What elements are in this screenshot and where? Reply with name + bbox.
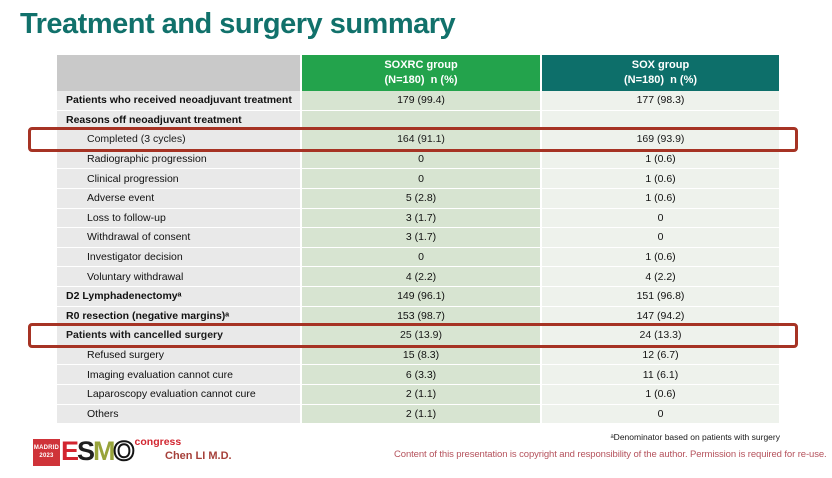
year-label: 2023 [39, 452, 54, 459]
table-row: Completed (3 cycles) 164 (91.1) 169 (93.9) [28, 127, 798, 152]
esmo-letter-e: E [61, 436, 79, 466]
author-name: Chen LI M.D. [165, 450, 232, 462]
soxrc-value: 0 [300, 247, 540, 268]
sox-value: 11 (6.1) [540, 365, 779, 385]
esmo-congress-logo: MADRID 2023 ESMO congress [33, 436, 181, 466]
soxrc-value: 6 (3.3) [300, 365, 540, 385]
row-label: Investigator decision [57, 247, 300, 268]
soxrc-value: 153 (98.7) [300, 306, 540, 327]
sox-value: 177 (98.3) [540, 91, 779, 111]
table-row: Voluntary withdrawal 4 (2.2) 4 (2.2) [57, 267, 779, 287]
row-label: Loss to follow-up [57, 208, 300, 229]
row-label: Others [57, 404, 300, 425]
copyright-notice: Content of this presentation is copyrigh… [394, 449, 827, 460]
table-row: Clinical progression 0 1 (0.6) [57, 169, 779, 189]
soxrc-value: 164 (91.1) [300, 130, 540, 150]
table-row: D2 Lymphadenectomyᵃ 149 (96.1) 151 (96.8) [57, 286, 779, 307]
row-label: Patients with cancelled surgery [57, 326, 300, 346]
soxrc-value: 3 (1.7) [300, 228, 540, 248]
sox-value: 4 (2.2) [540, 267, 779, 287]
row-label: Completed (3 cycles) [57, 130, 300, 150]
header-soxrc-group-label: SOXRC group [384, 59, 458, 72]
soxrc-value [300, 110, 540, 131]
congress-label: congress [134, 436, 182, 448]
esmo-wordmark: ESMO [61, 436, 136, 466]
table-row: Loss to follow-up 3 (1.7) 0 [57, 208, 779, 229]
soxrc-value: 0 [300, 149, 540, 170]
sox-value: 1 (0.6) [540, 384, 779, 405]
esmo-letter-o: O [113, 436, 136, 466]
table-row: Imaging evaluation cannot cure 6 (3.3) 11 … [57, 365, 779, 385]
soxrc-value: 2 (1.1) [300, 404, 540, 425]
table-body: Patients who received neoadjuvant treatm… [28, 91, 798, 425]
sox-value: 147 (94.2) [540, 306, 779, 327]
soxrc-value: 5 (2.8) [300, 188, 540, 209]
madrid-2023-badge: MADRID 2023 [33, 439, 60, 466]
sox-value: 1 (0.6) [540, 188, 779, 209]
table-row: Laparoscopy evaluation cannot cure 2 (1.1… [57, 384, 779, 405]
row-label: Laparoscopy evaluation cannot cure [57, 384, 300, 405]
table-row: Adverse event 5 (2.8) 1 (0.6) [57, 188, 779, 209]
sox-value: 0 [540, 208, 779, 229]
soxrc-value: 179 (99.4) [300, 91, 540, 111]
sox-value: 0 [540, 228, 779, 248]
madrid-label: MADRID [33, 444, 60, 451]
table-row: Patients who received neoadjuvant treatm… [57, 91, 779, 111]
sox-value [540, 110, 779, 131]
table-row: Reasons off neoadjuvant treatment [57, 110, 779, 131]
header-sox-group-label: SOX group [631, 59, 690, 72]
header-soxrc-group-cell: SOXRC group (N=180) n (%) [300, 55, 540, 91]
table-footnote: ᵃDenominator based on patients with surg… [610, 432, 780, 442]
sox-value: 169 (93.9) [540, 130, 779, 150]
table-row: Others 2 (1.1) 0 [57, 404, 779, 425]
sox-value: 1 (0.6) [540, 149, 779, 170]
row-label: Clinical progression [57, 169, 300, 189]
soxrc-value: 2 (1.1) [300, 384, 540, 405]
esmo-letter-s: S [77, 436, 95, 466]
esmo-letter-m: M [93, 436, 115, 466]
sox-value: 0 [540, 404, 779, 425]
row-label: Patients who received neoadjuvant treatm… [57, 91, 300, 111]
row-label: Withdrawal of consent [57, 228, 300, 248]
sox-value: 1 (0.6) [540, 247, 779, 268]
table-row: Radiographic progression 0 1 (0.6) [57, 149, 779, 170]
soxrc-value: 0 [300, 169, 540, 189]
table-row: Investigator decision 0 1 (0.6) [57, 247, 779, 268]
sox-value: 24 (13.3) [540, 326, 779, 346]
soxrc-value: 4 (2.2) [300, 267, 540, 287]
sox-value: 1 (0.6) [540, 169, 779, 189]
table-header-row: SOXRC group (N=180) n (%) SOX group (N=1… [57, 55, 779, 91]
sox-value: 12 (6.7) [540, 345, 779, 366]
row-label: Radiographic progression [57, 149, 300, 170]
table-row: Refused surgery 15 (8.3) 12 (6.7) [57, 345, 779, 366]
row-label: D2 Lymphadenectomyᵃ [57, 286, 300, 307]
row-label: Imaging evaluation cannot cure [57, 365, 300, 385]
row-label: Refused surgery [57, 345, 300, 366]
row-label: Voluntary withdrawal [57, 267, 300, 287]
table-row: Withdrawal of consent 3 (1.7) 0 [57, 228, 779, 248]
slide-title: Treatment and surgery summary [20, 8, 456, 40]
header-soxrc-group-sublabel: (N=180) n (%) [384, 74, 458, 86]
soxrc-value: 149 (96.1) [300, 286, 540, 307]
row-label: Reasons off neoadjuvant treatment [57, 110, 300, 131]
treatment-summary-table: SOXRC group (N=180) n (%) SOX group (N=1… [28, 55, 798, 425]
header-empty-cell [57, 55, 300, 91]
row-label: R0 resection (negative margins)ᵃ [57, 306, 300, 327]
table-row: Patients with cancelled surgery 25 (13.9)… [28, 323, 798, 348]
header-sox-group-cell: SOX group (N=180) n (%) [540, 55, 779, 91]
table-row: R0 resection (negative margins)ᵃ 153 (98.… [57, 306, 779, 327]
header-sox-group-sublabel: (N=180) n (%) [623, 74, 698, 86]
sox-value: 151 (96.8) [540, 286, 779, 307]
row-label: Adverse event [57, 188, 300, 209]
soxrc-value: 3 (1.7) [300, 208, 540, 229]
soxrc-value: 25 (13.9) [300, 326, 540, 346]
soxrc-value: 15 (8.3) [300, 345, 540, 366]
